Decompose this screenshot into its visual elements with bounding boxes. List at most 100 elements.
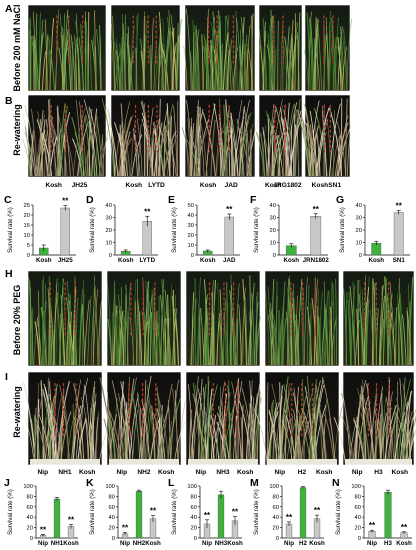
photo-rewatering-salt xyxy=(297,94,352,178)
x-tick-label: Nip xyxy=(367,540,377,547)
y-tick-label: 80 xyxy=(355,494,361,500)
y-tick-label: 0 xyxy=(273,253,276,259)
photo-caption-label: H3 xyxy=(374,469,383,476)
x-tick-label: JRN1802 xyxy=(303,257,330,264)
y-tick-label: 20 xyxy=(270,228,276,234)
significance-mark: ** xyxy=(313,205,320,214)
significance-mark: ** xyxy=(204,511,211,520)
row-label-rewatering-peg: Re-watering xyxy=(12,386,22,438)
photo-caption-label: Kosh xyxy=(158,469,174,476)
significance-mark: ** xyxy=(314,506,321,515)
significance-mark: ** xyxy=(68,515,75,524)
panel-letter: D xyxy=(86,194,94,206)
photo-caption-label: NH2 xyxy=(137,469,151,476)
x-tick-label: SN1 xyxy=(393,257,406,264)
significance-mark: ** xyxy=(401,523,408,532)
photo-caption-label: Nip xyxy=(352,469,363,476)
row-label-rewatering-salt: Re-watering xyxy=(12,104,22,156)
y-tick-label: 40 xyxy=(356,203,362,209)
photo-before-nacl xyxy=(304,4,352,92)
x-tick-label: Kosh xyxy=(284,257,300,264)
y-tick-label: 20 xyxy=(355,526,361,532)
y-tick-label: 0 xyxy=(358,536,361,542)
photo-rewatering-peg xyxy=(185,371,262,466)
panel-letter: K xyxy=(86,477,94,489)
x-tick-label: JH25 xyxy=(58,257,73,264)
photo-rewatering-salt xyxy=(101,94,181,178)
significance-mark: ** xyxy=(396,202,403,211)
y-tick-label: 30 xyxy=(106,216,112,222)
y-tick-label: 10 xyxy=(188,243,194,249)
photo-caption-label: Kosh xyxy=(237,469,253,476)
significance-mark: ** xyxy=(122,523,129,532)
y-tick-label: 0 xyxy=(30,536,33,542)
y-tick-label: 10 xyxy=(270,241,276,247)
y-axis-label: Survival rate (%) xyxy=(253,207,260,253)
x-tick-label: Kosh xyxy=(145,540,161,547)
row-label-before-peg: Before 20% PEG xyxy=(12,285,22,356)
y-tick-label: 0 xyxy=(194,536,197,542)
photo-caption-label: JH25 xyxy=(72,182,88,189)
photo-before-nacl xyxy=(110,4,182,92)
y-tick-label: 60 xyxy=(273,505,279,511)
photo-caption-label: Nip xyxy=(274,469,285,476)
significance-mark: ** xyxy=(232,508,239,517)
x-tick-label: LYTD xyxy=(139,257,155,264)
y-tick-label: 40 xyxy=(270,203,276,209)
x-tick-label: Kosh xyxy=(369,257,385,264)
y-tick-label: 0 xyxy=(191,253,194,259)
y-tick-label: 0 xyxy=(276,536,279,542)
x-tick-label: Nip xyxy=(284,540,294,547)
x-tick-label: Kosh xyxy=(63,540,79,547)
y-tick-label: 20 xyxy=(106,228,112,234)
bar-nip xyxy=(285,523,293,539)
photo-rewatering-peg xyxy=(333,371,416,466)
x-tick-label: H2 xyxy=(299,540,307,547)
x-tick-label: Kosh xyxy=(309,540,325,547)
y-tick-label: 0 xyxy=(112,536,115,542)
x-tick-label: Kosh xyxy=(118,257,134,264)
y-tick-label: 20 xyxy=(24,213,30,219)
y-tick-label: 100 xyxy=(23,484,33,490)
y-tick-label: 20 xyxy=(356,228,362,234)
y-tick-label: 10 xyxy=(24,233,30,239)
y-axis-label: Survival rate (%) xyxy=(7,207,14,253)
photo-caption-label: Nip xyxy=(195,469,206,476)
photo-before-peg xyxy=(185,270,262,367)
bar-nh2 xyxy=(135,491,143,539)
y-tick-label: 100 xyxy=(187,484,197,490)
y-tick-label: 100 xyxy=(351,484,361,490)
y-tick-label: 30 xyxy=(356,216,362,222)
bar-sn1 xyxy=(393,212,404,256)
x-tick-label: H3 xyxy=(384,540,392,547)
photo-caption-label: LYTD xyxy=(148,182,165,189)
y-tick-label: 20 xyxy=(188,233,194,239)
y-axis-label: Survival rate (%) xyxy=(253,489,260,535)
bar-nh1 xyxy=(53,498,61,539)
x-tick-label: NH3 xyxy=(215,540,228,547)
photo-caption-label: Kosh xyxy=(79,469,95,476)
photo-caption-label: Nip xyxy=(37,469,48,476)
bar-jad xyxy=(224,216,234,256)
y-tick-label: 80 xyxy=(27,494,33,500)
bar-jrn1802 xyxy=(310,216,322,256)
y-tick-label: 40 xyxy=(273,515,279,521)
y-tick-label: 30 xyxy=(188,223,194,229)
x-tick-label: Nip xyxy=(38,540,48,547)
photo-caption-label: SN1 xyxy=(328,182,341,189)
y-tick-label: 30 xyxy=(270,216,276,222)
significance-mark: ** xyxy=(226,205,233,214)
y-tick-label: 60 xyxy=(109,505,115,511)
panel-letter: J xyxy=(4,477,10,489)
y-tick-label: 80 xyxy=(109,494,115,500)
x-tick-label: Nip xyxy=(202,540,212,547)
bar-h2 xyxy=(299,487,307,539)
